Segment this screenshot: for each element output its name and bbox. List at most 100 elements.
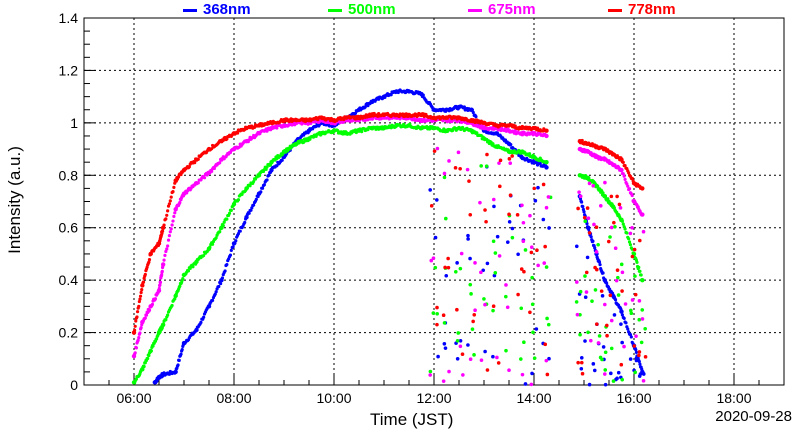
trace-dot bbox=[168, 199, 172, 203]
drop-dot bbox=[603, 180, 607, 185]
trace-dot bbox=[527, 152, 532, 156]
drop-dot bbox=[507, 220, 512, 224]
trace-dot bbox=[133, 324, 137, 328]
trace-dot bbox=[214, 290, 218, 294]
trace-dot bbox=[134, 319, 138, 323]
trace-dot bbox=[143, 272, 147, 277]
series-points bbox=[131, 88, 648, 387]
drop-dot bbox=[578, 289, 583, 294]
trace-dot bbox=[135, 310, 140, 314]
trace-dot bbox=[620, 313, 624, 317]
drop-dot bbox=[473, 308, 477, 312]
trace-dot bbox=[252, 203, 256, 207]
drop-dot bbox=[583, 274, 587, 278]
drop-dot bbox=[612, 313, 617, 317]
drop-dot bbox=[614, 278, 619, 283]
drop-dot bbox=[428, 369, 433, 374]
trace-dot bbox=[170, 303, 174, 308]
trace-dot bbox=[134, 377, 138, 381]
trace-dot bbox=[178, 200, 182, 205]
trace-dot bbox=[243, 220, 247, 225]
trace-dot bbox=[473, 120, 477, 125]
trace-dot bbox=[186, 269, 191, 273]
trace-dot bbox=[637, 359, 641, 364]
trace-dot bbox=[187, 165, 191, 169]
trace-dot bbox=[596, 184, 600, 188]
drop-dot bbox=[628, 357, 633, 361]
drop-dot bbox=[592, 368, 597, 373]
trace-dot bbox=[475, 131, 479, 135]
drop-dot bbox=[510, 154, 514, 158]
trace-dot bbox=[173, 211, 177, 215]
series-778nm bbox=[131, 111, 648, 377]
drop-dot bbox=[431, 256, 436, 260]
drop-dot bbox=[519, 306, 524, 311]
drop-dot bbox=[637, 238, 642, 243]
trace-dot bbox=[158, 280, 163, 284]
trace-dot bbox=[234, 239, 238, 243]
drop-dot bbox=[574, 300, 579, 304]
drop-dot bbox=[479, 270, 483, 275]
drop-dot bbox=[491, 354, 495, 359]
x-tick-label: 16:00 bbox=[616, 390, 651, 406]
drop-dot bbox=[536, 185, 540, 190]
trace-dot bbox=[247, 211, 251, 215]
trace-dot bbox=[180, 347, 184, 352]
drop-dot bbox=[479, 358, 484, 362]
legend-label: 778nm bbox=[628, 1, 676, 18]
drop-dot bbox=[442, 171, 447, 176]
drop-dot bbox=[630, 225, 634, 230]
drop-dot bbox=[441, 313, 446, 318]
drop-dot bbox=[435, 322, 439, 327]
trace-dot bbox=[624, 321, 628, 325]
trace-dot bbox=[168, 230, 172, 234]
drop-dot bbox=[482, 297, 486, 301]
legend-swatch bbox=[328, 8, 342, 12]
trace-dot bbox=[160, 229, 165, 233]
trace-dot bbox=[587, 227, 591, 232]
y-axis-label: Intensity (a.u.) bbox=[5, 146, 24, 254]
drop-dot bbox=[543, 244, 547, 249]
drop-dot bbox=[630, 298, 635, 302]
trace-dot bbox=[219, 281, 223, 286]
series-500nm bbox=[131, 122, 647, 385]
drop-dot bbox=[641, 378, 646, 383]
trace-dot bbox=[179, 352, 183, 356]
trace-dot bbox=[626, 184, 630, 188]
date-label: 2020-09-28 bbox=[715, 408, 792, 425]
drop-dot bbox=[453, 269, 458, 274]
drop-dot bbox=[465, 167, 470, 172]
drop-dot bbox=[605, 323, 609, 328]
drop-dot bbox=[458, 344, 463, 349]
trace-dot bbox=[136, 338, 140, 342]
drop-dot bbox=[460, 352, 465, 357]
trace-dot bbox=[135, 315, 139, 319]
trace-dot bbox=[422, 117, 426, 121]
trace-dot bbox=[470, 108, 474, 112]
drop-dot bbox=[637, 317, 642, 322]
drop-dot bbox=[596, 242, 600, 247]
drop-dot bbox=[620, 289, 624, 293]
drop-dot bbox=[634, 358, 639, 363]
data-point bbox=[160, 322, 166, 327]
trace-dot bbox=[134, 346, 138, 350]
drop-dot bbox=[535, 248, 539, 253]
drop-dot bbox=[544, 205, 549, 210]
trace-dot bbox=[275, 126, 279, 130]
trace-dot bbox=[141, 280, 146, 284]
drop-dot bbox=[603, 368, 608, 372]
drop-dot bbox=[528, 310, 532, 315]
y-tick-label: 0.2 bbox=[59, 325, 79, 341]
drop-dot bbox=[483, 349, 487, 354]
trace-dot bbox=[140, 288, 144, 292]
trace-dot bbox=[138, 331, 142, 335]
drop-dot bbox=[633, 292, 638, 297]
drop-dot bbox=[485, 261, 490, 266]
trace-dot bbox=[166, 244, 170, 248]
trace-dot bbox=[147, 260, 151, 264]
trace-dot bbox=[236, 198, 241, 202]
drop-dot bbox=[589, 338, 593, 343]
drop-dot bbox=[632, 344, 637, 348]
x-tick-label: 08:00 bbox=[216, 390, 251, 406]
drop-dot bbox=[541, 182, 546, 187]
